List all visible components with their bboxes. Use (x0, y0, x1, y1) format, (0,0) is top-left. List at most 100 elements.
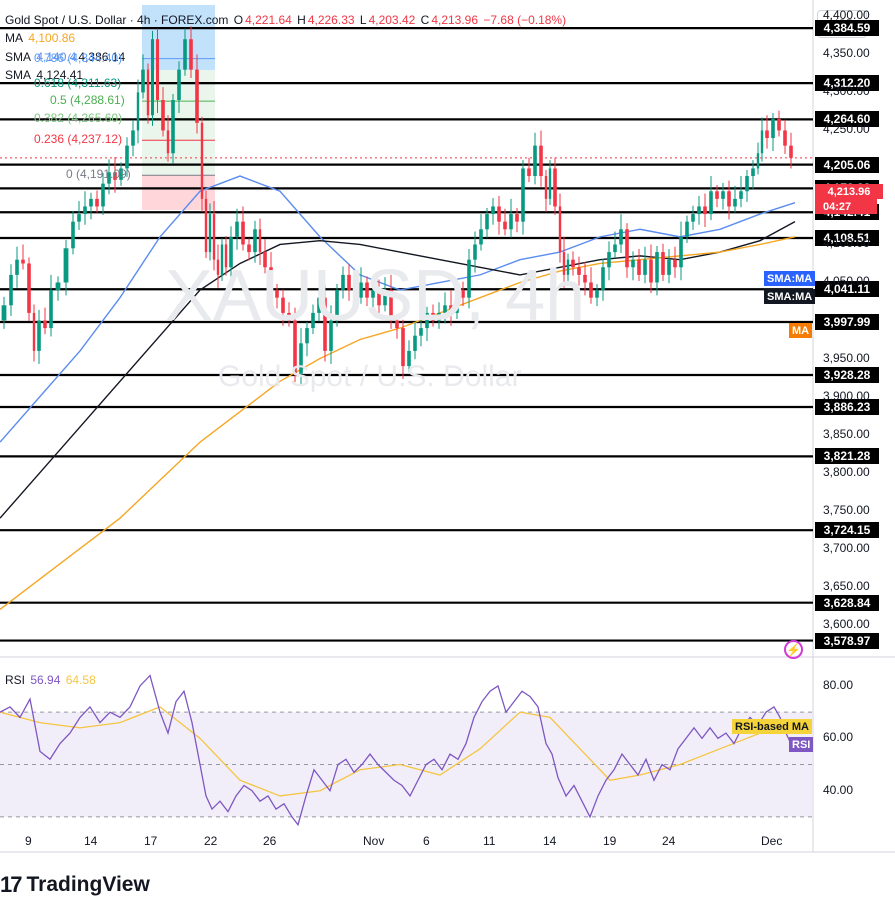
price-axis-tick: 3,700.00 (823, 540, 870, 555)
fib-label: 0 (4,191.09) (66, 167, 131, 182)
high-label: H (297, 13, 306, 27)
candle-body (515, 214, 519, 222)
candle-body (177, 69, 181, 101)
candle-body (241, 221, 245, 245)
candle-body (377, 290, 381, 306)
candle-body (55, 282, 61, 291)
candle-body (715, 191, 719, 199)
open-label: O (233, 13, 244, 27)
candle-body (655, 252, 659, 283)
candle-body (119, 168, 123, 180)
candle-body (467, 259, 471, 298)
candle-body (311, 312, 315, 329)
candle-body (589, 282, 593, 298)
low-label: L (359, 13, 367, 27)
candle-body (437, 312, 441, 321)
ohlc-legend: Gold Spot / U.S. Dollar · 4h · FOREX.com… (5, 13, 568, 27)
price-axis-tick: 3,650.00 (823, 578, 870, 593)
fib-label: 0.5 (4,288.61) (50, 93, 125, 108)
candle-body (431, 312, 435, 321)
candle-body (166, 130, 170, 154)
level-price-tag[interactable]: 4,041.11 (815, 281, 879, 298)
level-price-tag[interactable]: 3,628.84 (815, 594, 879, 611)
rsi-axis-tick: 60.00 (823, 730, 854, 745)
time-axis-tick: 14 (84, 834, 98, 848)
level-price-tag[interactable]: 4,108.51 (815, 230, 879, 246)
level-price-tag[interactable]: 3,997.99 (815, 314, 879, 331)
sma1-legend[interactable]: SMA 4,140.4 4,386.14 (5, 50, 127, 64)
candle-body (275, 290, 279, 298)
candle-body (171, 100, 175, 154)
candle-body (613, 244, 617, 253)
candle-body (71, 221, 75, 249)
time-axis-tick: 22 (204, 834, 218, 848)
candle-body (533, 145, 537, 177)
level-price-tag[interactable]: 3,928.28 (815, 367, 879, 384)
level-price-tag[interactable]: 3,821.28 (815, 448, 879, 465)
tradingview-logo-icon: 17 (0, 872, 23, 897)
candle-body (685, 221, 689, 237)
tradingview-brand[interactable]: 17 TradingView (0, 872, 150, 898)
candle-body (258, 229, 262, 253)
candle-body (595, 290, 599, 298)
moving-average-line (0, 221, 796, 519)
candle-body (521, 168, 525, 222)
candle-body (571, 259, 575, 268)
moving-average-line (0, 175, 796, 443)
rsi-value: 56.94 (30, 673, 61, 687)
candle-body (691, 214, 695, 222)
candle-body (709, 191, 713, 215)
rsi-legend[interactable]: RSI 56.94 64.58 (5, 673, 98, 687)
price-axis-tick: 4,050.00 (823, 274, 870, 289)
candle-body (783, 130, 787, 146)
candle-body (425, 312, 429, 329)
time-axis-tick: Dec (761, 834, 783, 848)
candle-body (27, 263, 31, 313)
high-value: 4,226.33 (307, 13, 355, 27)
candle-body (200, 122, 204, 199)
level-price-tag[interactable]: 3,578.97 (815, 632, 879, 649)
candle-body (449, 305, 453, 313)
candle-body (667, 259, 671, 275)
candle-body (497, 206, 501, 222)
candle-body (649, 259, 653, 283)
level-price-tag[interactable]: 4,264.60 (815, 111, 879, 128)
time-axis-tick: 11 (483, 834, 496, 848)
candle-body (195, 69, 199, 123)
countdown-tag: 04:27 (815, 199, 877, 214)
candle-body (389, 290, 393, 321)
change-value: −7.68 (−0.18%) (483, 13, 567, 27)
candle-body (204, 198, 208, 253)
candle-body (566, 259, 570, 275)
ma-tag: MA (789, 323, 813, 338)
candle-body (789, 145, 793, 158)
symbol-title[interactable]: Gold Spot / U.S. Dollar · 4h · FOREX.com (5, 13, 229, 27)
candle-body (95, 198, 99, 207)
candle-body (220, 244, 224, 275)
candle-body (83, 206, 87, 215)
candle-body (229, 236, 233, 268)
price-axis-tick: 4,300.00 (823, 84, 870, 99)
level-price-tag[interactable]: 4,384.59 (815, 20, 879, 37)
candle-body (141, 69, 145, 93)
ma-legend[interactable]: MA 4,100.86 (5, 31, 77, 45)
rsi-label: RSI (5, 673, 26, 687)
level-price-tag[interactable]: 4,312.20 (815, 75, 879, 92)
price-axis-tick: 3,850.00 (823, 426, 870, 441)
lightning-icon[interactable]: ⚡ (784, 640, 803, 659)
candle-body (323, 297, 327, 351)
sma2-legend[interactable]: SMA 4,124.41 (5, 68, 85, 82)
candle-body (113, 172, 117, 180)
level-price-tag[interactable]: 3,724.15 (815, 522, 879, 539)
candle-body (643, 259, 647, 275)
candle-body (661, 252, 665, 275)
candle-body (503, 221, 507, 230)
candle-body (733, 198, 737, 207)
level-price-tag[interactable]: 3,886.23 (815, 398, 879, 415)
candle-body (224, 244, 228, 268)
level-price-tag[interactable]: 4,205.06 (815, 156, 879, 173)
fib-label: 0.382 (4,265.60) (34, 110, 123, 125)
candle-body (293, 320, 297, 374)
